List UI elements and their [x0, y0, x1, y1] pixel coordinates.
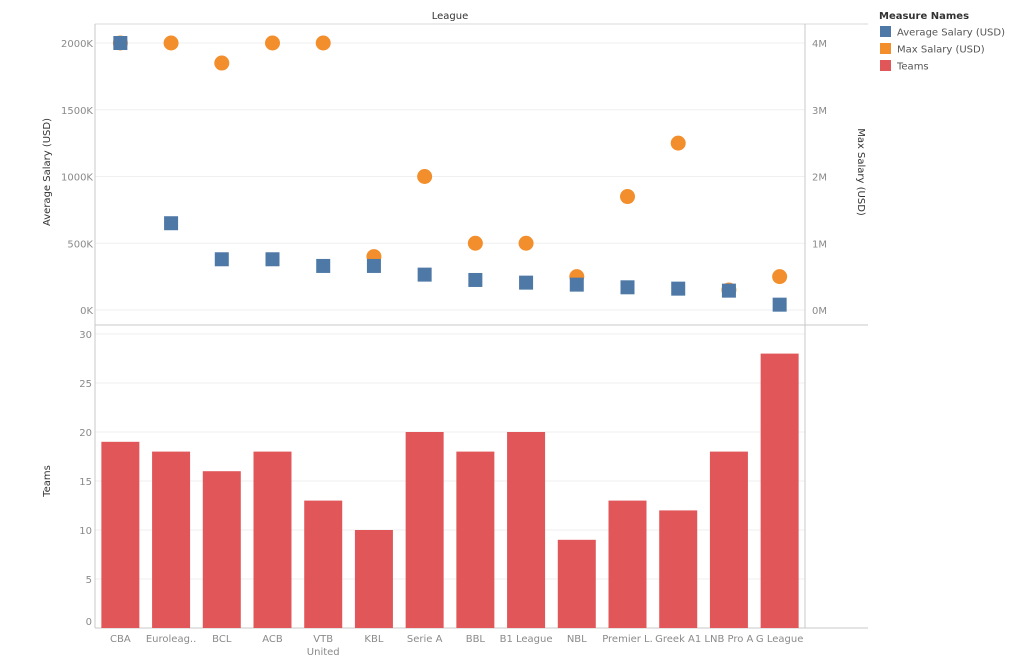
teams-axis-title: Teams: [42, 465, 53, 498]
point-average-salary: [468, 272, 483, 287]
teams-tick-label: 15: [79, 477, 92, 488]
point-max-salary: [670, 135, 686, 151]
point-max-salary: [315, 35, 331, 51]
right-tick-label: 3M: [812, 106, 827, 117]
left-tick-label: 500K: [67, 239, 93, 250]
left-tick-label: 2000K: [61, 39, 93, 50]
left-tick-label: 0K: [80, 306, 93, 317]
category-label: KBL: [364, 634, 383, 645]
bar-teams: [253, 451, 292, 628]
teams-tick-label: 20: [79, 428, 92, 439]
legend-swatch: [880, 26, 891, 37]
bar-teams: [760, 353, 799, 628]
right-axis-ticks: 0M 1M 2M 3M 4M: [812, 39, 827, 317]
point-max-salary: [417, 169, 433, 184]
bar-teams: [304, 500, 343, 628]
legend-swatch: [880, 60, 891, 71]
point-average-salary: [519, 275, 534, 290]
bar-teams: [202, 471, 241, 628]
point-average-salary: [113, 36, 128, 50]
category-label: ACB: [262, 634, 283, 645]
point-max-salary: [518, 235, 534, 251]
point-max-salary: [214, 55, 230, 71]
teams-tick-label: 30: [79, 330, 92, 341]
point-average-salary: [569, 277, 584, 292]
category-label: Euroleag..: [146, 634, 196, 645]
point-max-salary: [620, 189, 635, 205]
category-label: BCL: [212, 634, 232, 645]
left-tick-label: 1500K: [61, 106, 93, 117]
bar-teams: [354, 530, 393, 628]
bar-teams: [557, 539, 596, 628]
teams-tick-label: 0: [86, 617, 92, 628]
teams-axis-ticks: 0 5 10 15 20 25 30: [79, 330, 92, 628]
category-label: Premier L.: [602, 634, 653, 645]
point-max-salary: [467, 235, 483, 251]
teams-tick-label: 5: [86, 575, 92, 586]
legend-label: Average Salary (USD): [897, 28, 1005, 39]
point-average-salary: [164, 216, 179, 231]
bar-teams: [608, 500, 647, 628]
category-label: Greek A1: [655, 634, 701, 645]
right-tick-label: 0M: [812, 306, 827, 317]
bar-teams: [709, 451, 748, 628]
legend: Measure Names Average Salary (USD) Max Sa…: [879, 11, 1005, 73]
left-tick-label: 1000K: [61, 173, 93, 184]
average-salary-points: [113, 36, 787, 312]
category-label: B1 League: [500, 634, 553, 645]
max-salary-points: [112, 35, 788, 298]
teams-tick-label: 10: [79, 526, 92, 537]
point-average-salary: [620, 280, 635, 295]
point-average-salary: [721, 283, 736, 298]
category-label: BBL: [466, 634, 486, 645]
category-label: Serie A: [407, 634, 443, 645]
gridlines: [95, 42, 805, 580]
category-label: VTB United: [307, 634, 340, 658]
column-header: League: [432, 11, 469, 22]
point-average-salary: [214, 252, 229, 267]
teams-bars: [101, 353, 799, 628]
teams-tick-label: 25: [79, 379, 92, 390]
bar-teams: [101, 441, 140, 628]
point-average-salary: [265, 252, 280, 267]
bar-teams: [152, 451, 191, 628]
point-max-salary: [772, 269, 788, 285]
bar-teams: [405, 432, 444, 628]
point-max-salary: [163, 35, 179, 51]
left-axis-ticks: 0K 500K 1000K 1500K 2000K: [61, 39, 93, 317]
right-tick-label: 4M: [812, 39, 827, 50]
bar-teams: [456, 451, 495, 628]
category-label: LNB Pro A: [704, 634, 753, 645]
point-average-salary: [772, 297, 787, 312]
point-average-salary: [417, 267, 432, 282]
point-average-salary: [671, 281, 686, 296]
bar-teams: [507, 432, 546, 628]
legend-label: Teams: [896, 62, 929, 73]
right-tick-label: 2M: [812, 173, 827, 184]
legend-title: Measure Names: [879, 11, 969, 22]
category-label: G League: [756, 634, 803, 645]
left-axis-title: Average Salary (USD): [42, 118, 53, 226]
legend-swatch: [880, 43, 891, 54]
point-average-salary: [366, 258, 381, 273]
point-max-salary: [265, 35, 280, 51]
point-average-salary: [316, 258, 331, 273]
right-tick-label: 1M: [812, 239, 827, 250]
category-label: CBA: [110, 634, 131, 645]
bar-teams: [659, 510, 698, 628]
category-labels: CBA Euroleag.. BCL ACB VTB United KBL Serie A BB…: [110, 634, 803, 658]
right-axis-title: Max Salary (USD): [855, 128, 866, 216]
category-label: NBL: [567, 634, 587, 645]
legend-label: Max Salary (USD): [897, 45, 985, 56]
